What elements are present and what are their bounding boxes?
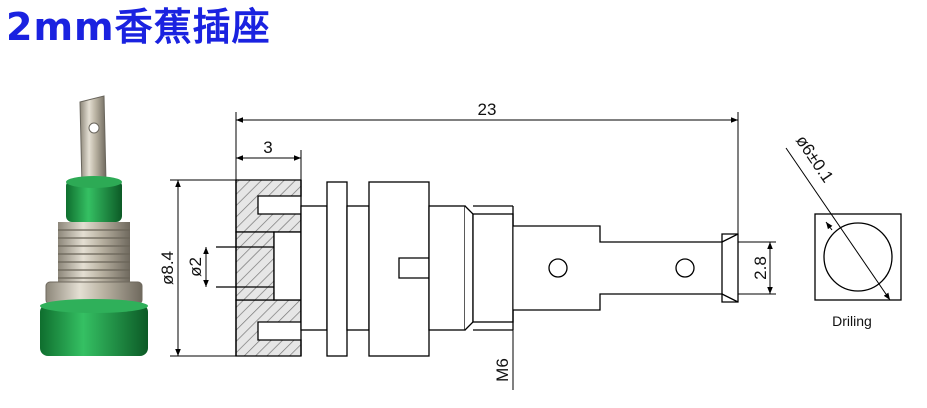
dim-hole-diameter: ø2 bbox=[186, 257, 205, 277]
dim-head-diameter: ø8.4 bbox=[158, 251, 177, 285]
dim-overall-length: 23 bbox=[478, 100, 497, 119]
side-view bbox=[216, 179, 739, 357]
dim-drill-diameter: ø6±0.1 bbox=[792, 132, 837, 186]
dimension-lines bbox=[170, 112, 776, 390]
dim-thread: M6 bbox=[493, 358, 512, 382]
drilling-label: Driling bbox=[832, 313, 872, 329]
product-photo bbox=[40, 95, 148, 356]
dim-tab-width: 2.8 bbox=[751, 256, 770, 280]
dim-head-width: 3 bbox=[263, 138, 272, 157]
page-title: 2mm香蕉插座 bbox=[6, 5, 271, 49]
drilling-view bbox=[785, 147, 902, 301]
